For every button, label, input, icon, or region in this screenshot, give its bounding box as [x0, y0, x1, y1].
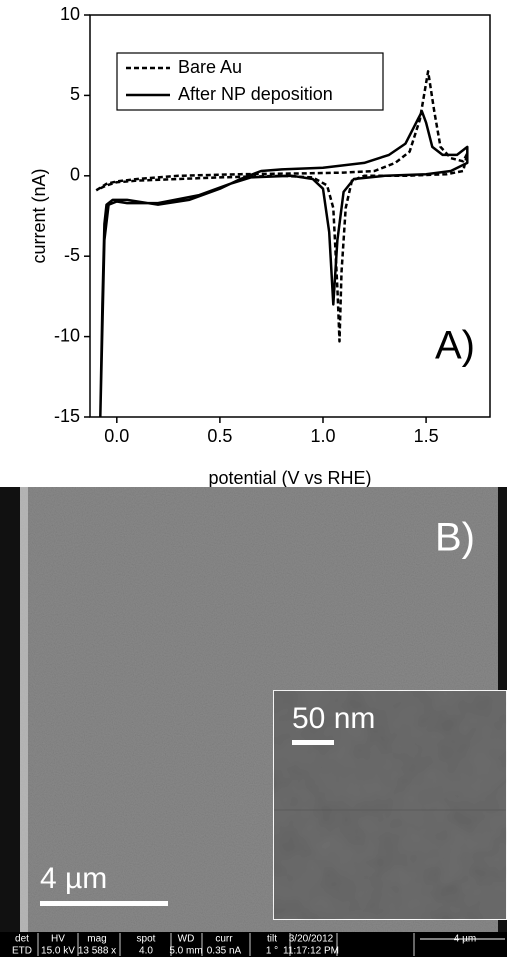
y-tick-label: 10 — [60, 4, 80, 24]
x-tick-label: 1.5 — [414, 426, 439, 446]
inset-scale-bar — [292, 740, 334, 745]
legend-box — [116, 52, 384, 111]
info-value: ETD — [12, 946, 32, 957]
inset-image — [272, 689, 507, 921]
info-header: curr — [215, 934, 233, 945]
plot-frame — [89, 14, 491, 418]
y-tick-label: 0 — [70, 165, 80, 185]
scale-bar — [40, 901, 168, 906]
y-tick-label: 5 — [70, 84, 80, 104]
info-header: WD — [178, 934, 195, 945]
info-value: 1 ° — [266, 946, 278, 957]
info-value: 11:17:12 PM — [283, 946, 339, 957]
sem-edge — [20, 487, 28, 932]
info-value: 0.35 nA — [207, 946, 242, 957]
info-header: tilt — [267, 934, 277, 945]
x-tick-label: 0.5 — [207, 426, 232, 446]
scale-label: 4 µm — [40, 862, 107, 895]
x-tick-label: 1.0 — [310, 426, 335, 446]
y-tick-label: -5 — [64, 245, 80, 265]
legend-label: Bare Au — [178, 57, 242, 77]
info-header: spot — [137, 934, 156, 945]
y-tick-label: -15 — [54, 406, 80, 426]
info-header: 3/20/2012 — [289, 934, 334, 945]
info-value: 4.0 — [139, 946, 153, 957]
panel-label: B) — [435, 516, 475, 560]
info-header: HV — [51, 934, 65, 945]
x-axis-label: potential (V vs RHE) — [208, 468, 371, 488]
panel-label: A) — [435, 324, 475, 368]
series-line — [95, 70, 469, 343]
y-tick-label: -10 — [54, 325, 80, 345]
info-header: mag — [87, 934, 106, 945]
x-tick-label: 0.0 — [104, 426, 129, 446]
info-value: 13 588 x — [78, 946, 116, 957]
series-line — [99, 110, 469, 418]
info-value: 15.0 kV — [41, 946, 75, 957]
inset-scale-label: 50 nm — [292, 702, 375, 735]
info-bar — [0, 932, 507, 957]
info-header: det — [15, 934, 29, 945]
info-value: 5.0 mm — [169, 946, 202, 957]
legend-label: After NP deposition — [178, 84, 333, 104]
y-axis-label: current (nA) — [29, 168, 49, 263]
